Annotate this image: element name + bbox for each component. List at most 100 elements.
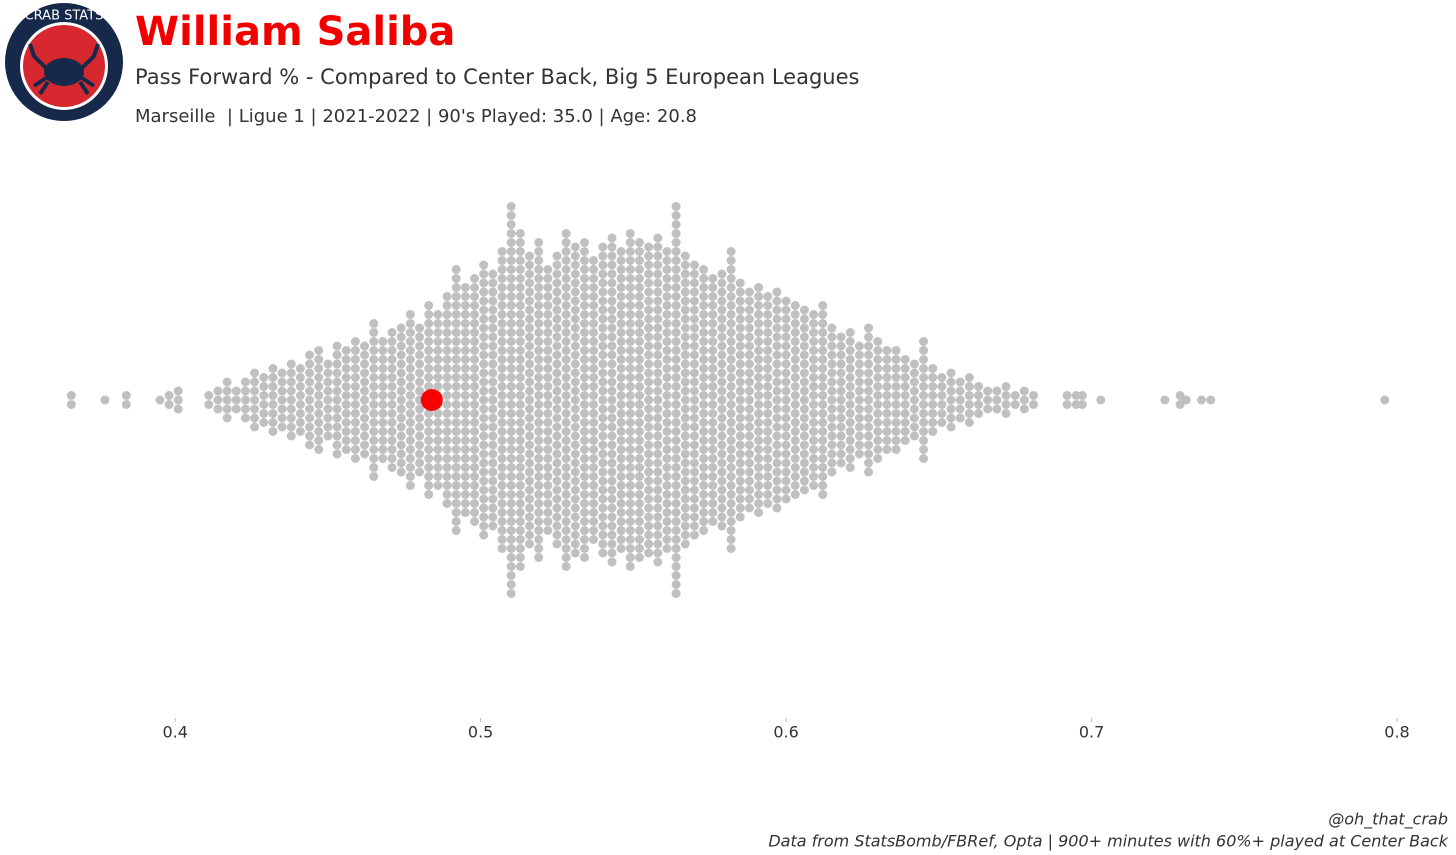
swarm-dot xyxy=(387,400,397,409)
swarm-dot xyxy=(442,427,452,436)
swarm-dot xyxy=(726,544,736,553)
swarm-dot xyxy=(644,260,654,270)
swarm-dot xyxy=(543,481,553,490)
swarm-dot xyxy=(424,409,434,418)
swarm-dot xyxy=(305,404,315,414)
swarm-dot xyxy=(919,409,929,418)
swarm-dot xyxy=(726,265,736,274)
swarm-dot xyxy=(589,445,599,454)
swarm-dot xyxy=(809,310,819,319)
swarm-dot xyxy=(607,341,617,351)
swarm-dot xyxy=(1077,391,1087,400)
swarm-dot xyxy=(799,458,809,468)
swarm-dot xyxy=(607,296,617,306)
swarm-dot xyxy=(497,301,507,310)
swarm-dot xyxy=(534,337,544,346)
swarm-dot xyxy=(873,418,883,427)
swarm-dot xyxy=(708,373,718,382)
swarm-dot xyxy=(442,499,452,508)
swarm-dot xyxy=(937,373,947,382)
swarm-dot xyxy=(378,346,388,355)
swarm-dot xyxy=(928,364,938,373)
swarm-dot xyxy=(525,287,535,297)
swarm-dot xyxy=(653,485,663,495)
logo-legs xyxy=(28,43,100,96)
swarm-dot xyxy=(763,346,773,355)
swarm-dot xyxy=(497,355,507,364)
swarm-dot xyxy=(424,364,434,373)
swarm-dot xyxy=(671,265,681,274)
swarm-dot xyxy=(231,386,241,396)
swarm-dot xyxy=(323,404,333,414)
swarm-dot xyxy=(231,395,241,405)
swarm-dot xyxy=(561,256,571,265)
swarm-dot xyxy=(781,359,791,369)
swarm-dot xyxy=(1019,395,1029,405)
swarm-dot xyxy=(250,422,260,432)
swarm-dot xyxy=(534,364,544,373)
swarm-dot xyxy=(534,445,544,454)
swarm-dot xyxy=(570,548,580,558)
swarm-dot xyxy=(946,368,956,378)
swarm-dot xyxy=(561,238,571,247)
swarm-dot xyxy=(644,422,654,432)
swarm-dot xyxy=(763,391,773,400)
swarm-dot xyxy=(552,278,562,288)
swarm-dot xyxy=(845,346,855,355)
swarm-dot xyxy=(497,409,507,418)
swarm-dot xyxy=(240,404,250,414)
swarm-dot xyxy=(625,346,635,355)
swarm-dot xyxy=(314,346,324,355)
swarm-dot xyxy=(891,400,901,409)
swarm-dot xyxy=(845,454,855,463)
swarm-dot xyxy=(433,481,443,490)
swarm-dot xyxy=(726,445,736,454)
swarm-dot xyxy=(387,364,397,373)
swarm-dot xyxy=(634,238,644,247)
swarm-dot xyxy=(891,346,901,355)
swarm-dot xyxy=(222,386,232,396)
swarm-dot xyxy=(479,404,489,414)
swarm-dot xyxy=(781,440,791,450)
swarm-dot xyxy=(479,386,489,396)
swarm-dot xyxy=(497,274,507,283)
swarm-dot xyxy=(570,530,580,540)
swarm-dot xyxy=(378,337,388,346)
swarm-dot xyxy=(598,251,608,261)
swarm-dot xyxy=(699,472,709,481)
swarm-dot xyxy=(488,512,498,522)
swarm-dot xyxy=(497,472,507,481)
swarm-dot xyxy=(268,391,278,400)
swarm-dot xyxy=(781,404,791,414)
swarm-dot xyxy=(451,499,461,508)
swarm-dot xyxy=(534,508,544,517)
swarm-dot xyxy=(515,391,525,400)
swarm-dot xyxy=(781,377,791,387)
swarm-dot xyxy=(818,301,828,310)
swarm-dot xyxy=(717,341,727,351)
swarm-dot xyxy=(699,490,709,499)
swarm-dot xyxy=(708,517,718,526)
swarm-dot xyxy=(772,458,782,468)
swarm-dot xyxy=(506,571,516,580)
swarm-dot xyxy=(387,346,397,355)
swarm-dot xyxy=(799,395,809,405)
swarm-dot xyxy=(634,526,644,535)
swarm-dot xyxy=(579,526,589,535)
swarm-dot xyxy=(433,382,443,391)
swarm-dot xyxy=(323,377,333,387)
swarm-dot xyxy=(579,256,589,265)
swarm-dot xyxy=(955,395,965,405)
swarm-dot xyxy=(488,359,498,369)
swarm-dot xyxy=(799,449,809,459)
swarm-dot xyxy=(790,400,800,409)
x-tick-label: 0.4 xyxy=(162,723,187,742)
swarm-dot xyxy=(735,368,745,378)
swarm-dot xyxy=(607,233,617,243)
swarm-dot xyxy=(772,431,782,441)
swarm-dot xyxy=(506,364,516,373)
swarm-dot xyxy=(497,427,507,436)
swarm-dot xyxy=(836,449,846,459)
swarm-dot xyxy=(653,368,663,378)
swarm-dot xyxy=(662,472,672,481)
